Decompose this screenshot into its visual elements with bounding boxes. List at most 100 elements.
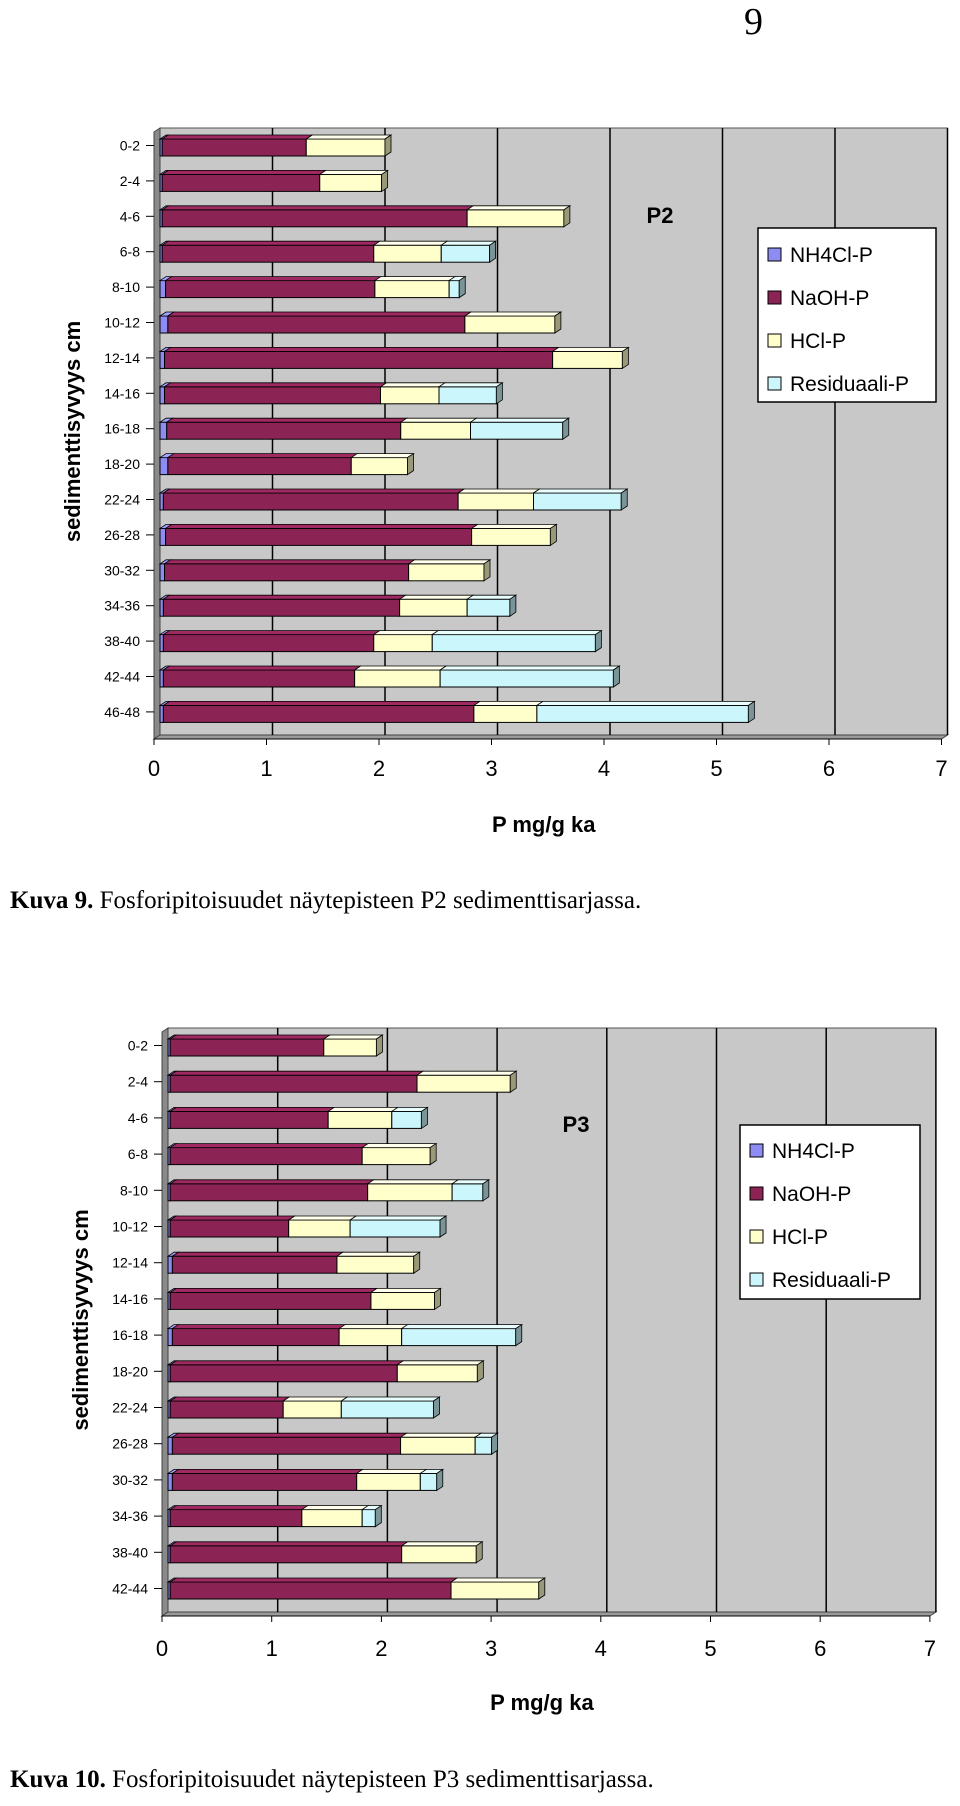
bar-segment-nh4cl-p	[159, 598, 164, 617]
bar-segment-hcl-p	[336, 1255, 415, 1274]
bar-segment-top	[163, 382, 388, 388]
y-tick-label: 38-40	[104, 633, 140, 649]
bar-segment-top	[322, 1034, 384, 1040]
bar-segment-hcl-p	[350, 457, 408, 476]
bar-segment-naoh-p	[164, 386, 381, 405]
bar-segment-hcl-p	[401, 1545, 477, 1564]
bar-segment-top	[168, 1505, 310, 1511]
bar-segment-top	[400, 1541, 484, 1547]
bar-segment-top	[162, 665, 362, 671]
bar-segment-top	[348, 1215, 448, 1221]
bar-segment-top	[470, 523, 558, 529]
legend-swatch-naoh-p	[767, 290, 782, 305]
bar-segment-top	[469, 417, 571, 423]
bar-segment-hcl-p	[354, 669, 441, 688]
bar-segment-nh4cl-p	[159, 350, 165, 369]
bar-segment-top	[379, 382, 447, 388]
bar-segment-top	[337, 1324, 409, 1330]
bar-end-face	[429, 1142, 437, 1166]
bar-segment-naoh-p	[169, 1074, 418, 1093]
legend-swatch-hcl-p	[767, 333, 782, 348]
bar-segment-top	[168, 1143, 370, 1148]
y-tick-label: 26-28	[104, 527, 140, 543]
y-tick-label: 18-20	[104, 456, 140, 472]
bar-segment-top	[162, 594, 407, 600]
y-tick-label: 30-32	[112, 1472, 148, 1488]
bar-end-face	[620, 488, 628, 511]
figure-caption-2: Kuva 10. Fosforipitoisuudet näytepisteen…	[10, 1766, 654, 1794]
y-tick-label: 2-4	[128, 1074, 148, 1090]
bar-segment-top	[168, 1541, 409, 1547]
x-tick-label: 2	[373, 756, 385, 781]
legend-box	[757, 227, 937, 403]
x-tick-label: 0	[148, 756, 160, 781]
bar-segment-top	[532, 488, 629, 494]
legend-swatch-nh4cl-p	[749, 1143, 764, 1158]
x-tick-label: 0	[156, 1636, 168, 1661]
bar-segment-naoh-p	[161, 173, 321, 192]
bar-segment-hcl-p	[450, 1581, 540, 1600]
caption-label: Kuva 9.	[10, 887, 94, 914]
bar-end-face	[436, 1468, 444, 1492]
bar-end-face	[458, 275, 466, 299]
bar-segment-hcl-p	[301, 1509, 363, 1528]
bar-segment-nh4cl-p	[159, 669, 164, 688]
bar-segment-top	[163, 346, 560, 352]
bar-segment-top	[162, 701, 482, 706]
bar-end-face	[384, 134, 392, 157]
bar-end-face	[549, 523, 557, 547]
bar-segment-hcl-p	[367, 1183, 453, 1202]
bar-segment-hcl-p	[373, 634, 433, 653]
y-tick-label: 2-4	[120, 173, 140, 189]
bar-end-face	[434, 1287, 441, 1311]
bar-segment-top	[165, 417, 409, 423]
x-tick-label: 2	[375, 1636, 387, 1661]
bar-segment-top	[162, 630, 382, 635]
bar-segment-naoh-p	[169, 1110, 329, 1129]
bar-segment-naoh-p	[162, 669, 356, 688]
bar-segment-nh4cl-p	[167, 1255, 173, 1274]
bar-segment-top	[168, 1107, 336, 1112]
y-tick-label: 4-6	[120, 208, 140, 224]
bar-segment-top	[168, 1287, 379, 1293]
bar-segment-residuaali-p	[419, 1472, 438, 1491]
bar-segment-naoh-p	[164, 563, 410, 582]
legend-swatch-residuaali-p	[749, 1272, 764, 1287]
bar-end-face	[491, 1432, 499, 1455]
bar-segment-top	[160, 240, 382, 246]
bar-segment-top	[163, 559, 416, 565]
bar-segment-top	[399, 417, 478, 423]
bar-segment-top	[551, 346, 630, 352]
y-tick-label: 14-16	[104, 385, 140, 401]
y-tick-label: 10-12	[104, 315, 140, 331]
bar-segment-naoh-p	[169, 1219, 290, 1238]
y-axis-label: sedimenttisyvyys cm	[60, 321, 85, 542]
x-tick-label: 1	[260, 756, 272, 781]
bar-segment-hcl-p	[380, 386, 440, 405]
bar-segment-top	[168, 1360, 405, 1366]
bar-segment-top	[360, 1143, 438, 1148]
bar-segment-top	[353, 665, 448, 671]
y-tick-label: 38-40	[112, 1544, 148, 1560]
bar-segment-nh4cl-p	[167, 1328, 173, 1347]
bar-end-face	[509, 594, 517, 617]
bar-segment-nh4cl-p	[159, 704, 164, 723]
y-tick-label: 16-18	[104, 421, 140, 437]
bar-end-face	[433, 1396, 440, 1419]
x-tick-label: 4	[595, 1636, 607, 1661]
legend-box	[739, 1124, 921, 1300]
page-number: 9	[744, 1, 763, 43]
x-tick-label: 6	[814, 1636, 826, 1661]
bar-segment-hcl-p	[305, 138, 386, 157]
bar-segment-naoh-p	[162, 704, 475, 723]
bar-segment-hcl-p	[282, 1400, 342, 1419]
x-tick-label: 7	[935, 756, 947, 781]
bar-segment-naoh-p	[161, 209, 468, 228]
bar-segment-naoh-p	[171, 1328, 340, 1347]
bar-segment-top	[318, 170, 389, 175]
bar-segment-hcl-p	[473, 704, 538, 723]
bar-end-face	[495, 382, 503, 405]
figure-caption-1: Kuva 9. Fosforipitoisuudet näytepisteen …	[10, 887, 641, 915]
bar-segment-hcl-p	[319, 173, 383, 192]
y-tick-label: 0-2	[120, 138, 140, 154]
